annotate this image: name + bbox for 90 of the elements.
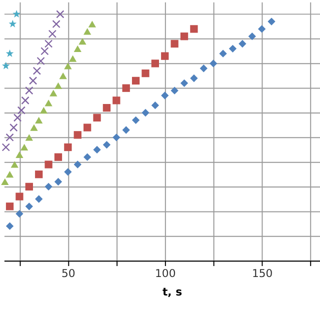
point — [64, 62, 72, 70]
point — [25, 86, 34, 95]
point — [64, 143, 72, 152]
point — [190, 25, 198, 33]
point — [180, 32, 188, 40]
point — [10, 161, 18, 168]
point — [88, 20, 96, 28]
point — [28, 76, 38, 85]
point — [56, 10, 64, 18]
point — [74, 160, 82, 168]
point — [10, 123, 18, 132]
point — [122, 126, 130, 134]
point — [6, 49, 14, 57]
point — [122, 84, 130, 92]
point — [40, 47, 49, 56]
point — [25, 134, 33, 141]
x-tick-label: 150 — [252, 266, 273, 280]
point — [6, 171, 14, 178]
x-tick-label: 50 — [62, 266, 76, 280]
point — [40, 106, 48, 114]
x-axis-title: t, s — [162, 286, 182, 299]
point — [35, 170, 43, 178]
point — [54, 153, 62, 161]
point — [36, 56, 45, 66]
point — [84, 153, 92, 161]
point — [6, 202, 14, 210]
point — [142, 108, 150, 117]
point — [20, 144, 28, 151]
point — [64, 168, 72, 176]
point — [210, 60, 218, 68]
point — [74, 45, 82, 52]
point — [2, 143, 10, 152]
point — [132, 76, 140, 85]
point — [44, 100, 52, 106]
point — [48, 30, 57, 38]
point — [25, 202, 33, 210]
point — [59, 72, 67, 80]
point — [84, 28, 92, 35]
point — [228, 44, 237, 52]
point — [25, 182, 33, 191]
point — [238, 40, 246, 48]
point — [54, 82, 62, 89]
point — [112, 96, 120, 104]
point — [16, 210, 24, 218]
point — [16, 192, 24, 200]
point — [161, 92, 169, 100]
point — [93, 146, 101, 154]
point — [78, 38, 86, 45]
point — [200, 64, 208, 72]
x-tick-label: 100 — [155, 266, 176, 280]
point — [180, 79, 188, 87]
point — [13, 114, 22, 122]
point — [151, 60, 160, 68]
point — [35, 195, 43, 203]
point — [268, 18, 276, 26]
point — [112, 134, 120, 142]
point — [52, 20, 60, 28]
point — [258, 25, 266, 33]
point — [35, 116, 43, 124]
point — [54, 178, 62, 186]
point — [170, 40, 178, 48]
point — [102, 104, 111, 112]
point — [44, 182, 52, 191]
point — [21, 96, 30, 105]
point — [93, 114, 101, 122]
point — [161, 52, 169, 60]
point — [17, 106, 26, 114]
point — [50, 90, 58, 96]
point — [2, 62, 10, 70]
point — [32, 66, 41, 75]
point — [12, 10, 20, 18]
point — [44, 160, 52, 168]
point — [132, 116, 140, 124]
point — [74, 131, 82, 139]
point — [68, 55, 77, 62]
point — [170, 86, 178, 94]
point — [84, 124, 92, 132]
point — [1, 178, 9, 186]
point — [151, 102, 160, 110]
point — [6, 133, 14, 142]
point — [248, 32, 256, 40]
point — [190, 74, 198, 82]
point — [102, 140, 111, 149]
point — [16, 151, 24, 158]
point — [6, 222, 14, 230]
point — [44, 40, 53, 48]
point — [30, 124, 38, 131]
point — [8, 20, 17, 28]
point — [219, 50, 227, 58]
point — [142, 69, 150, 78]
